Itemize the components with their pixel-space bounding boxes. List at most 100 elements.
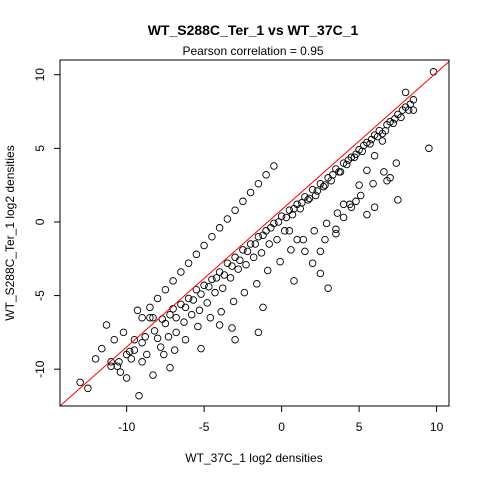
data-point xyxy=(322,219,331,228)
data-point xyxy=(161,285,170,294)
data-point xyxy=(246,188,255,197)
data-point xyxy=(254,179,263,188)
data-point xyxy=(200,241,208,250)
data-point xyxy=(409,106,418,114)
data-point xyxy=(409,96,418,104)
data-point xyxy=(246,240,255,248)
data-point xyxy=(242,260,250,269)
data-point xyxy=(177,268,185,276)
data-point xyxy=(122,374,131,382)
data-point xyxy=(146,303,154,312)
y-tick-label: 5 xyxy=(33,145,47,152)
data-point xyxy=(177,300,185,309)
data-point xyxy=(321,181,329,189)
data-point xyxy=(107,358,115,366)
data-point xyxy=(181,303,190,312)
data-point xyxy=(369,179,377,188)
data-point xyxy=(282,213,291,222)
data-point xyxy=(153,334,162,343)
data-point xyxy=(220,271,229,279)
x-tick-label: 10 xyxy=(430,420,444,434)
data-point xyxy=(366,140,374,148)
y-tick-label: 0 xyxy=(33,218,47,225)
data-point xyxy=(218,284,227,292)
data-point xyxy=(276,257,284,266)
data-point xyxy=(84,384,92,393)
data-point xyxy=(197,344,205,353)
data-point xyxy=(355,181,363,189)
data-point xyxy=(239,197,247,206)
data-point xyxy=(370,151,379,160)
data-point xyxy=(206,313,215,322)
data-point xyxy=(197,290,205,298)
data-point xyxy=(107,362,115,370)
x-axis: -10 -5 0 5 10 xyxy=(118,406,444,434)
data-point xyxy=(115,358,123,366)
data-point xyxy=(234,265,242,273)
data-point xyxy=(397,113,405,122)
data-point xyxy=(211,288,219,297)
data-point xyxy=(223,215,232,223)
data-point xyxy=(215,268,224,276)
data-point xyxy=(378,137,387,145)
data-point xyxy=(231,206,239,214)
data-point xyxy=(381,126,390,135)
data-point xyxy=(149,371,157,379)
data-point xyxy=(138,338,146,347)
data-point xyxy=(125,347,134,356)
data-point xyxy=(296,204,304,213)
data-point xyxy=(116,368,125,376)
data-point xyxy=(135,391,143,400)
data-point xyxy=(110,335,118,344)
data-point xyxy=(187,310,196,319)
data-point xyxy=(389,119,397,128)
data-point xyxy=(166,310,174,319)
data-point xyxy=(332,225,340,234)
data-point xyxy=(316,247,325,256)
data-point xyxy=(76,378,84,387)
chart-title: WT_S288C_Ter_1 vs WT_37C_1 xyxy=(148,22,359,38)
x-axis-label: WT_37C_1 log2 densities xyxy=(185,451,322,465)
data-point xyxy=(352,197,360,206)
data-point xyxy=(335,168,343,176)
data-point xyxy=(231,253,239,262)
data-point xyxy=(189,296,198,304)
data-point xyxy=(239,246,247,254)
data-point xyxy=(203,299,211,307)
data-point xyxy=(259,303,267,312)
data-point xyxy=(229,297,238,306)
data-point xyxy=(277,212,286,220)
data-point xyxy=(293,235,301,244)
data-point xyxy=(98,344,106,353)
data-point xyxy=(138,313,146,322)
data-point xyxy=(169,277,177,285)
data-point xyxy=(262,171,270,179)
data-point xyxy=(311,191,320,200)
data-point xyxy=(249,253,258,262)
data-point xyxy=(321,235,329,244)
data-point xyxy=(102,321,111,329)
data-point xyxy=(200,281,208,290)
data-point xyxy=(253,280,261,288)
data-point xyxy=(240,288,249,297)
data-point xyxy=(91,355,100,363)
data-point xyxy=(319,182,328,191)
data-point xyxy=(149,313,157,322)
data-point xyxy=(172,328,180,337)
data-point xyxy=(263,266,272,275)
data-point xyxy=(150,327,159,335)
data-point xyxy=(401,88,410,97)
data-point xyxy=(370,203,379,211)
data-point xyxy=(285,227,294,235)
y-tick-label: -5 xyxy=(33,290,47,301)
data-point xyxy=(192,250,201,259)
y-axis-label: WT_S288C_Ter_1 log2 densities xyxy=(3,145,17,320)
data-point xyxy=(127,355,136,363)
x-tick-label: -5 xyxy=(199,420,210,434)
data-point xyxy=(184,259,193,267)
data-point xyxy=(170,346,179,354)
data-point xyxy=(339,213,348,222)
data-point xyxy=(146,313,154,322)
data-point xyxy=(164,333,173,341)
